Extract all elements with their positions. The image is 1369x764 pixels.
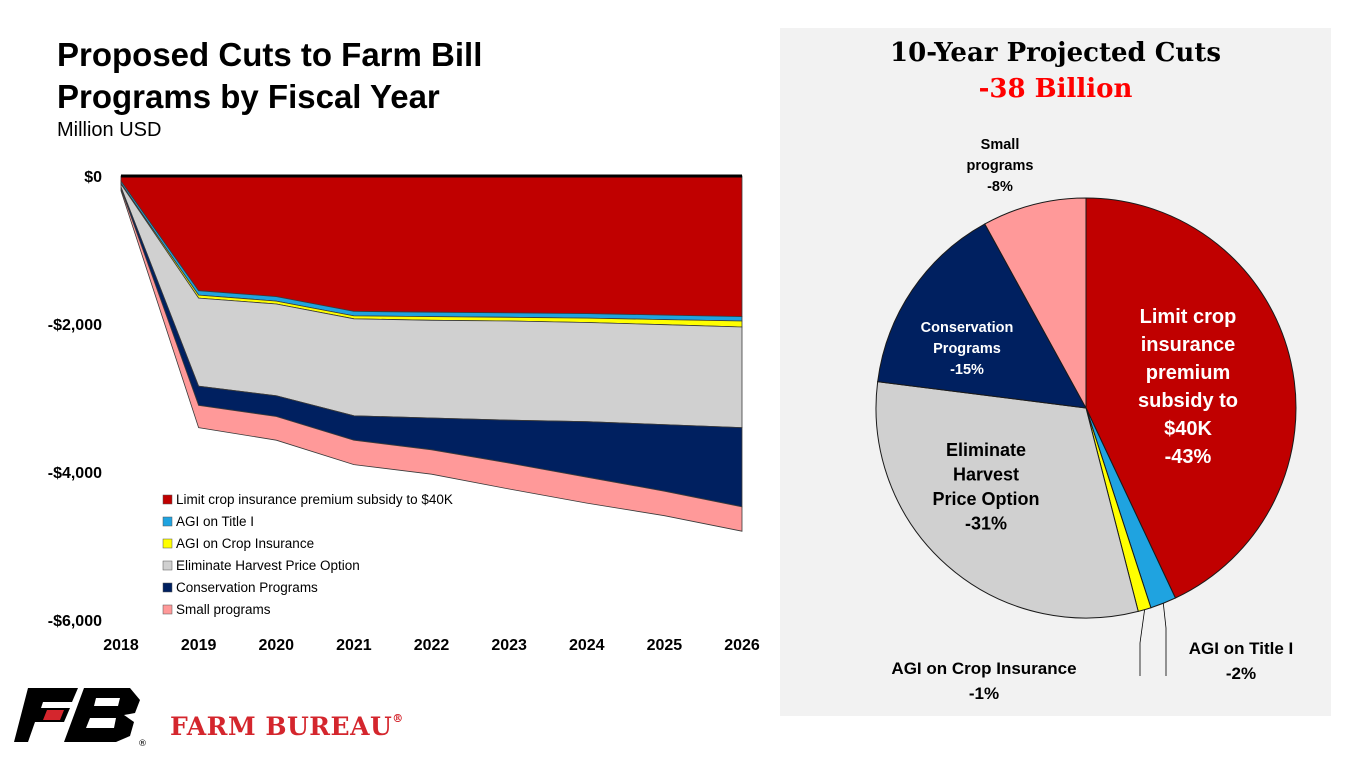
leader-line-agi-title [1162, 603, 1167, 676]
legend-swatch [162, 582, 173, 593]
pie-slice-0 [1085, 197, 1297, 599]
brand-name-text: FARM BUREAU [170, 712, 393, 741]
pie-chart: Limit crop insurance premium subsidy to $40K… [875, 137, 1297, 703]
legend-label: AGI on Crop Insurance [176, 536, 314, 551]
pie-label-3: Eliminate Harvest Price Option -31% [932, 440, 1039, 534]
y-tick-label: -$2,000 [48, 317, 102, 334]
left-chart-title-line1: Proposed Cuts to Farm Bill [57, 36, 483, 73]
left-chart-title-line2: Programs by Fiscal Year [57, 78, 440, 115]
pie-slice-3 [875, 381, 1139, 619]
pie-label-1: AGI on Title I -2% [1189, 639, 1294, 683]
legend-swatch [162, 538, 173, 549]
svg-text:®: ® [138, 739, 147, 748]
y-tick-label: -$4,000 [48, 465, 102, 482]
legend-label: AGI on Title I [176, 514, 254, 529]
y-tick-label: -$6,000 [48, 613, 102, 630]
pie-chart-title: 10-Year Projected Cuts [890, 38, 1221, 68]
pie-slices [875, 197, 1297, 619]
pie-slice-4 [877, 223, 1087, 409]
legend-swatch [162, 516, 173, 527]
y-tick-label: $0 [84, 169, 102, 186]
legend-label: Conservation Programs [176, 580, 318, 595]
x-tick-label: 2019 [181, 637, 217, 654]
x-tick-label: 2025 [647, 637, 683, 654]
x-tick-label: 2022 [414, 637, 450, 654]
legend-label: Small programs [176, 602, 271, 617]
left-chart-title: Proposed Cuts to Farm Bill Programs by F… [57, 34, 482, 118]
brand-registered-mark: ® [392, 712, 404, 725]
legend-swatch [162, 604, 173, 615]
pie-chart-total: -38 Billion [978, 74, 1133, 104]
pie-label-4: Conservation Programs -15% [921, 320, 1014, 378]
area-series-5 [120, 188, 743, 532]
pie-leader-lines [1139, 603, 1167, 676]
brand-name: FARM BUREAU® [170, 712, 404, 741]
x-tick-label: 2023 [491, 637, 527, 654]
leader-line-agi-crop [1139, 609, 1145, 676]
pie-labels: Limit crop insurance premium subsidy to $40K… [891, 137, 1293, 703]
x-tick-label: 2026 [724, 637, 760, 654]
pie-label-2: AGI on Crop Insurance -1% [891, 659, 1076, 703]
x-tick-label: 2024 [569, 637, 605, 654]
left-chart-subtitle: Million USD [57, 119, 162, 141]
area-legend: Limit crop insurance premium subsidy to … [162, 492, 453, 617]
x-tick-label: 2018 [103, 637, 139, 654]
pie-label-5: Small programs -8% [967, 137, 1034, 195]
farm-bureau-logo-icon: ® [14, 688, 147, 748]
legend-label: Limit crop insurance premium subsidy to … [176, 492, 453, 507]
x-tick-label: 2021 [336, 637, 372, 654]
legend-swatch [162, 560, 173, 571]
pie-slice-5 [984, 197, 1087, 409]
pie-label-0: Limit crop insurance premium subsidy to $40K… [1138, 306, 1238, 468]
area-layers [120, 175, 743, 532]
legend-swatch [162, 494, 173, 505]
legend-label: Eliminate Harvest Price Option [176, 558, 360, 573]
pie-panel: Limit crop insurance premium subsidy to $40K… [780, 28, 1331, 716]
x-tick-label: 2020 [258, 637, 294, 654]
